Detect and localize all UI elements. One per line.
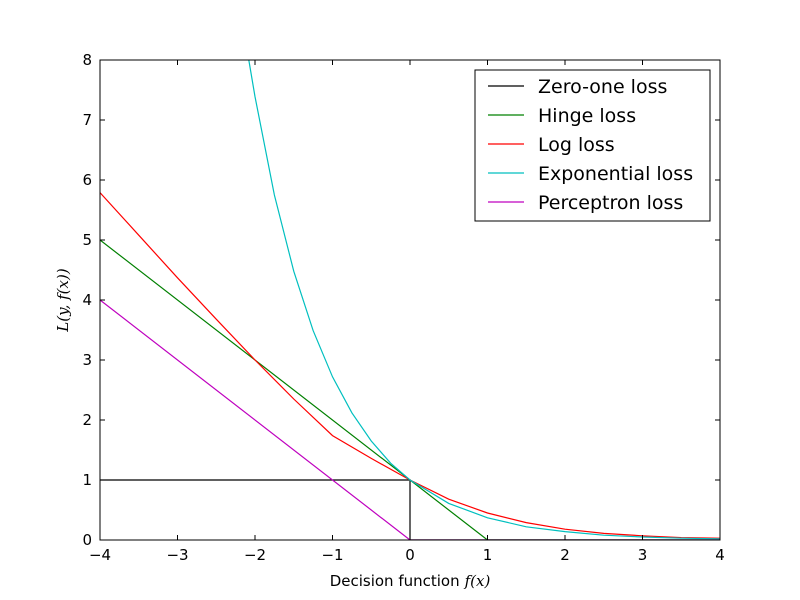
x-tick-label: 4 — [715, 546, 725, 564]
series-line-zero-one-loss — [100, 479, 720, 540]
y-tick-label: 6 — [82, 171, 92, 189]
y-tick-label: 7 — [82, 111, 92, 129]
legend-entry-label: Zero-one loss — [538, 76, 667, 98]
series-layer — [100, 60, 720, 540]
legend-box — [474, 69, 711, 222]
x-tick-label: −1 — [321, 546, 343, 564]
y-tick-label: 2 — [82, 411, 92, 429]
legend-entry-label: Exponential loss — [538, 163, 693, 185]
x-tick-label: −4 — [89, 546, 111, 564]
y-tick-label: 4 — [82, 291, 92, 309]
x-tick-label: −3 — [166, 546, 188, 564]
y-tick-label: 0 — [82, 531, 92, 549]
y-axis-ticks: 0 1 2 3 4 5 6 7 8 — [82, 51, 720, 549]
x-axis-ticks: −4 −3 −2 −1 0 1 2 3 4 — [89, 60, 725, 564]
y-tick-label: 8 — [82, 51, 92, 69]
x-tick-label: −2 — [244, 546, 266, 564]
legend-entry-label: Log loss — [538, 134, 615, 156]
x-axis-label-math: f(x) — [464, 572, 491, 590]
y-tick-label: 5 — [82, 231, 92, 249]
x-tick-label: 3 — [638, 546, 648, 564]
series-line-exponential-loss — [248, 60, 720, 540]
x-axis-label-text: Decision function — [330, 572, 460, 590]
series-line-perceptron-loss — [100, 299, 720, 540]
legend-entry-label: Hinge loss — [538, 105, 636, 127]
y-tick-label: 3 — [82, 351, 92, 369]
legend: Zero-one loss Hinge loss Log loss Exponenti… — [474, 69, 711, 222]
series-line-hinge-loss — [100, 239, 720, 540]
x-tick-label: 0 — [405, 546, 415, 564]
x-tick-label: 2 — [560, 546, 570, 564]
legend-entry-label: Perceptron loss — [538, 192, 683, 214]
x-axis-label: Decision function f(x) — [330, 572, 491, 590]
y-tick-label: 1 — [82, 471, 92, 489]
y-axis-label: L(y, f(x)) — [54, 268, 72, 333]
x-tick-label: 1 — [483, 546, 493, 564]
